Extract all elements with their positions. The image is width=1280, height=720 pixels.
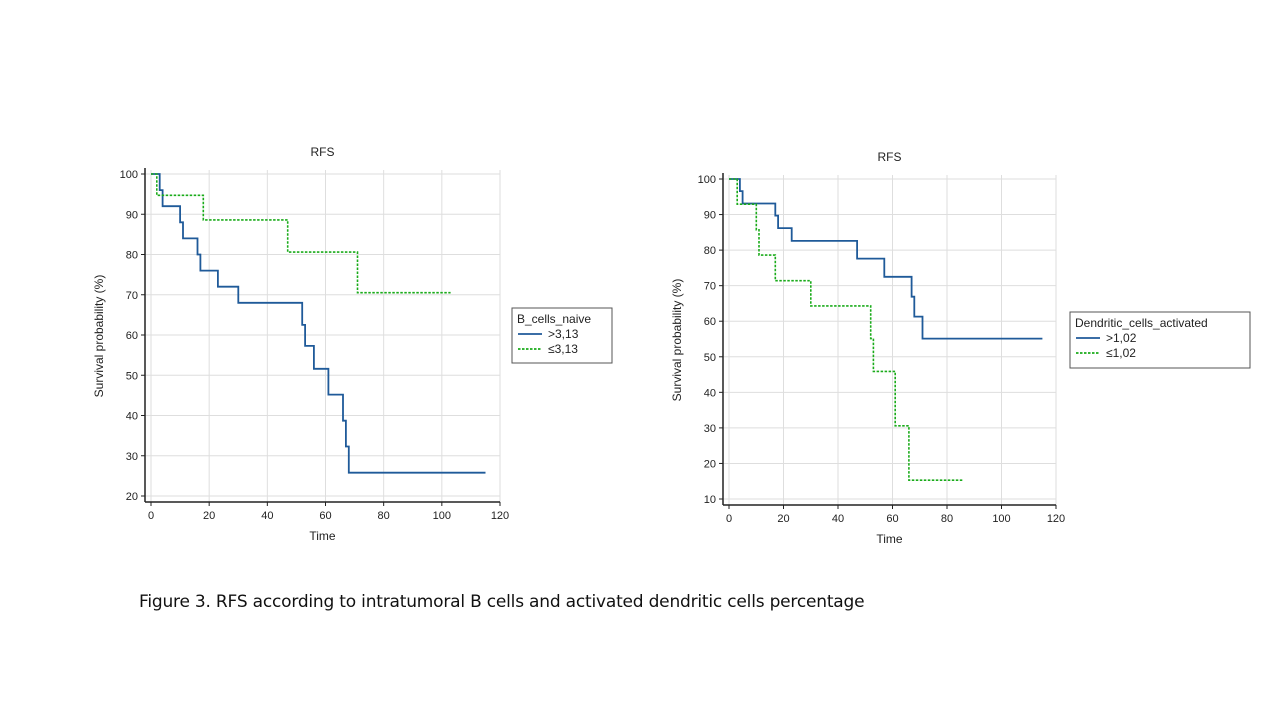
chart-title: RFS <box>311 145 335 159</box>
x-tick-label: 80 <box>378 510 390 522</box>
x-tick-label: 20 <box>203 510 215 522</box>
legend-box <box>1069 311 1251 369</box>
y-tick-label: 80 <box>704 245 716 257</box>
y-tick-label: 20 <box>704 458 716 470</box>
legend-label-2: ≤3,13 <box>548 342 578 356</box>
y-tick-label: 90 <box>704 210 716 222</box>
y-tick-label: 80 <box>126 250 138 262</box>
y-tick-label: 60 <box>126 330 138 342</box>
series-line-1 <box>729 178 1043 340</box>
y-tick-label: 30 <box>704 423 716 435</box>
grid-lines <box>145 170 501 502</box>
y-tick-label: 40 <box>704 387 716 399</box>
y-tick-label: 30 <box>126 451 138 463</box>
x-tick-label: 40 <box>832 513 844 525</box>
x-tick-label: 120 <box>491 510 509 522</box>
x-tick-label: 0 <box>148 510 154 522</box>
series-line-1 <box>151 173 486 474</box>
legend: Dendritic_cells_activated>1,02≤1,02 <box>1069 311 1251 369</box>
chart-title: RFS <box>878 150 902 164</box>
series-line-2 <box>151 173 451 294</box>
x-tick-label: 100 <box>433 510 451 522</box>
figure-caption: Figure 3. RFS according to intratumoral … <box>139 592 865 612</box>
x-tick-label: 40 <box>261 510 273 522</box>
y-tick-label: 70 <box>704 281 716 293</box>
legend-label-2: ≤1,02 <box>1106 346 1136 360</box>
legend-box <box>511 307 613 364</box>
legend-label-1: >3,13 <box>548 327 579 341</box>
y-axis-label: Survival probability (%) <box>670 279 684 402</box>
x-axis-label: Time <box>876 532 903 546</box>
y-tick-label: 100 <box>698 174 716 186</box>
x-tick-label: 80 <box>941 513 953 525</box>
x-tick-label: 60 <box>886 513 898 525</box>
legend-label-1: >1,02 <box>1106 331 1137 345</box>
y-tick-label: 40 <box>126 411 138 423</box>
y-tick-label: 100 <box>120 169 138 181</box>
x-tick-label: 0 <box>726 513 732 525</box>
x-tick-label: 20 <box>777 513 789 525</box>
km-chart-dendritic-cells-activated: RFS 0 20 40 60 80 100 120 10 20 30 40 50 60 70 80 90 100 T… <box>670 150 1251 546</box>
series-line-2 <box>729 178 964 481</box>
y-tick-label: 20 <box>126 491 138 503</box>
x-tick-label: 60 <box>319 510 331 522</box>
y-axis-label: Survival probability (%) <box>92 275 106 398</box>
x-axis-label: Time <box>309 529 336 543</box>
legend: B_cells_naive>3,13≤3,13 <box>511 307 613 364</box>
y-tick-label: 50 <box>704 352 716 364</box>
legend-title: B_cells_naive <box>517 312 591 326</box>
y-tick-label: 90 <box>126 209 138 221</box>
legend-title: Dendritic_cells_activated <box>1075 316 1208 330</box>
grid-lines <box>723 175 1057 505</box>
y-tick-label: 60 <box>704 316 716 328</box>
y-tick-label: 50 <box>126 370 138 382</box>
x-tick-label: 100 <box>992 513 1010 525</box>
km-chart-b-cells-naive: RFS 0 20 40 60 80 100 120 20 30 40 50 60 70 80 90 100 Tim… <box>92 145 613 543</box>
y-tick-label: 70 <box>126 290 138 302</box>
y-tick-label: 10 <box>704 494 716 506</box>
x-tick-label: 120 <box>1047 513 1065 525</box>
